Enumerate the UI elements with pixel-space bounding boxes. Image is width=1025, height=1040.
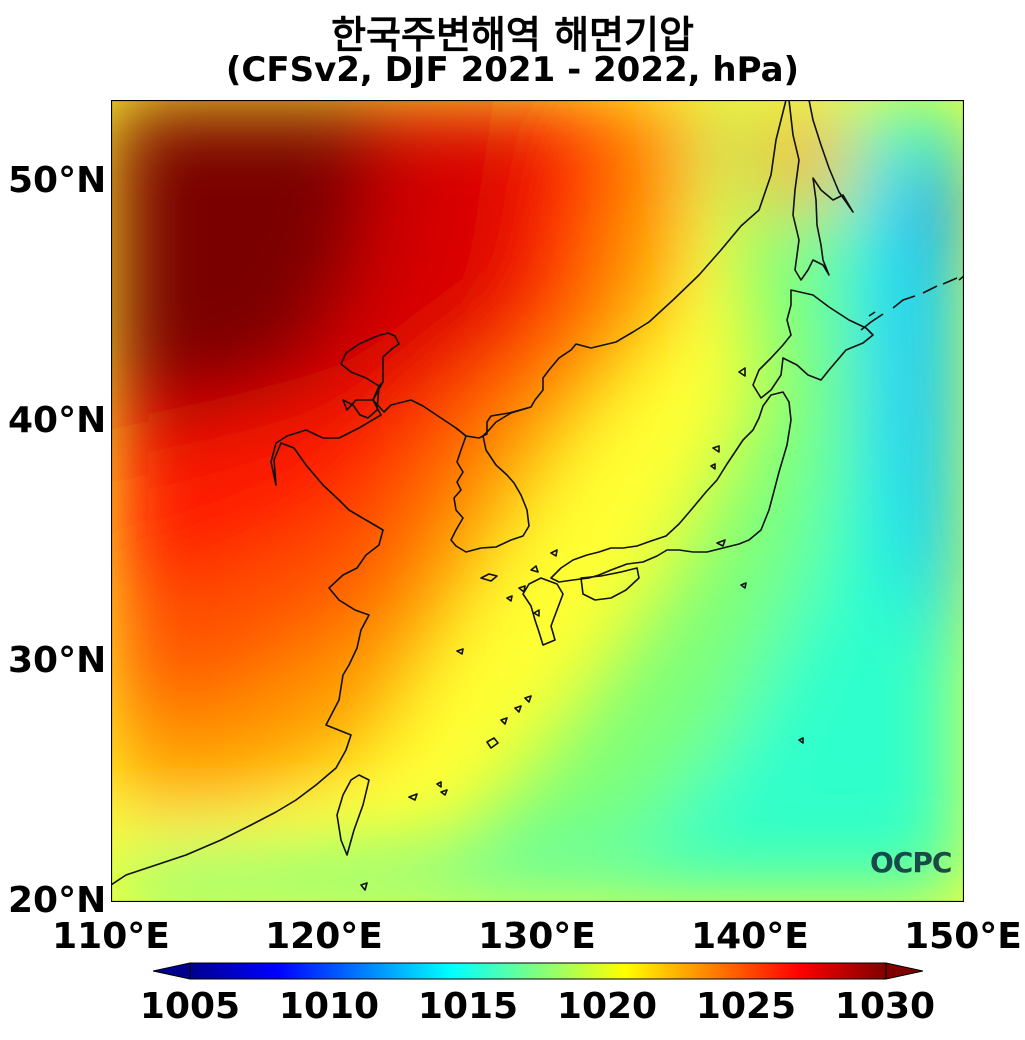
map-subtitle: (CFSv2, DJF 2021 - 2022, hPa) — [225, 50, 800, 90]
lat-label-30: 30°N — [8, 640, 107, 681]
colorbar — [153, 962, 923, 980]
pressure-map — [111, 100, 964, 902]
coastlines — [111, 100, 964, 891]
colorbar-tick-1020: 1020 — [556, 986, 658, 1027]
lon-label-120: 120°E — [265, 916, 383, 957]
map-frame — [111, 100, 964, 902]
kyushu-coastline — [522, 577, 564, 646]
colorbar-tick-1025: 1025 — [695, 986, 797, 1027]
lat-label-50: 50°N — [8, 160, 107, 201]
lon-label-150: 150°E — [904, 916, 1022, 957]
taiwan-coastline — [336, 774, 370, 856]
colorbar-tick-1005: 1005 — [139, 986, 241, 1027]
mainland-coastline — [111, 100, 787, 886]
korea-coastline — [372, 381, 532, 553]
lon-label-110: 110°E — [52, 916, 170, 957]
map-title: 한국주변해역 해면기압 — [331, 13, 694, 57]
honshu-coastline — [550, 391, 792, 583]
pressure-field — [111, 100, 964, 902]
colorbar-max-extend — [885, 962, 923, 980]
colorbar-tick-1010: 1010 — [278, 986, 380, 1027]
colorbar-gradient — [189, 962, 887, 980]
colorbar-tick-1030: 1030 — [834, 986, 936, 1027]
sakhalin-coastline — [788, 100, 854, 281]
colorbar-min-extend — [153, 962, 191, 980]
colorbar-tick-1015: 1015 — [417, 986, 519, 1027]
lat-label-40: 40°N — [8, 400, 107, 441]
lon-label-140: 140°E — [691, 916, 809, 957]
ocpc-logo: OCPC — [870, 846, 952, 879]
lat-label-20: 20°N — [8, 880, 107, 921]
hokkaido-coastline — [752, 289, 874, 399]
shikoku-coastline — [580, 567, 640, 601]
lon-label-130: 130°E — [478, 916, 596, 957]
